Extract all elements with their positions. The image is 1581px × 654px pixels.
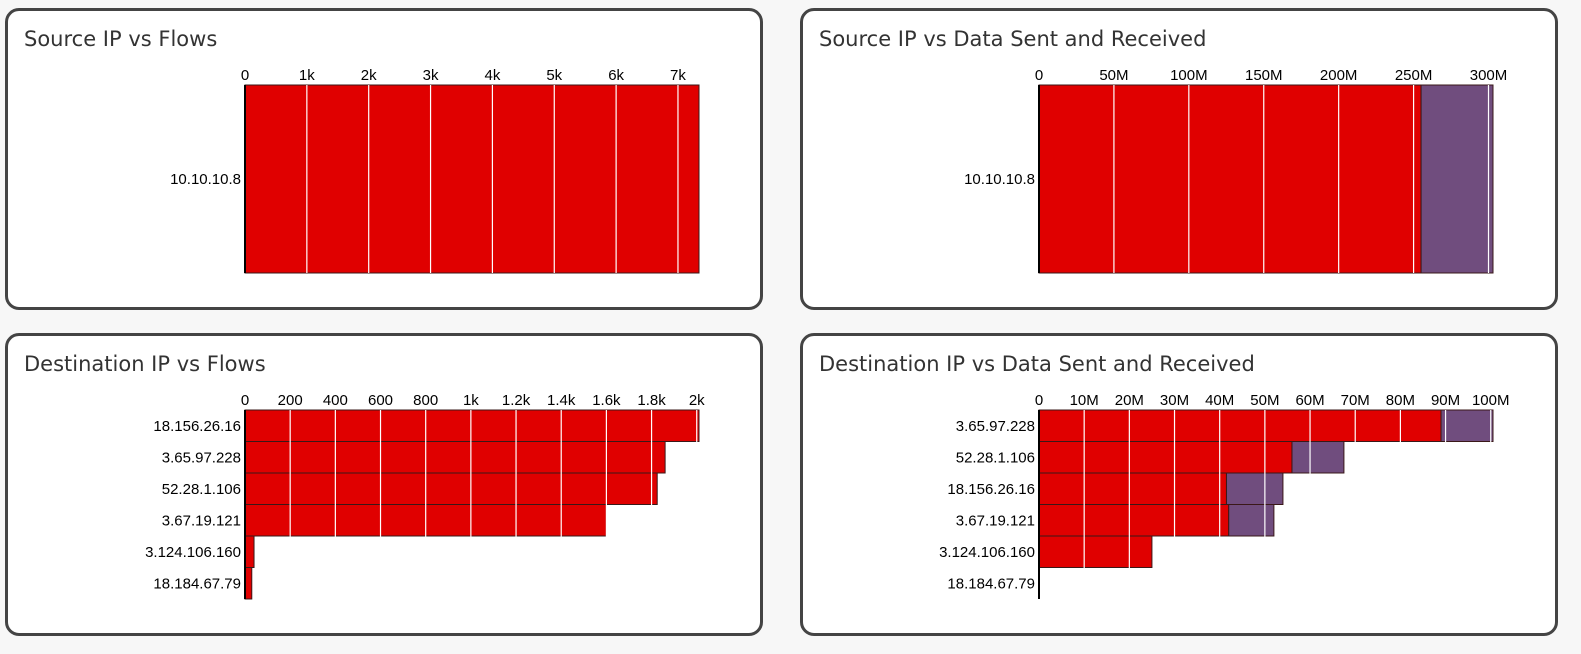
x-tick-label: 400 <box>323 392 348 409</box>
x-tick-label: 7k <box>670 67 686 84</box>
x-tick-label: 50M <box>1099 67 1128 84</box>
bar-sent <box>244 409 700 442</box>
x-tick-label: 50M <box>1250 392 1279 409</box>
x-tick-label: 0 <box>1035 392 1043 409</box>
bar-received <box>1225 472 1284 505</box>
y-category-label: 10.10.10.8 <box>964 171 1035 188</box>
x-tick-label: 90M <box>1431 392 1460 409</box>
x-tick-label: 20M <box>1115 392 1144 409</box>
x-tick-label: 0 <box>241 67 249 84</box>
y-category-label: 52.28.1.106 <box>956 449 1035 466</box>
chart-title: Destination IP vs Data Sent and Received <box>819 352 1255 376</box>
chart-panel-destination-data: Destination IP vs Data Sent and Received… <box>800 333 1558 636</box>
y-category-label: 18.184.67.79 <box>947 575 1035 592</box>
x-tick-label: 60M <box>1295 392 1324 409</box>
bar-received <box>1291 441 1345 474</box>
chart-title: Source IP vs Flows <box>24 27 218 51</box>
bar-chart-source-flows: 0 1k 2k 3k 4k 5k 6k 7k 10.10.10.8 <box>170 67 700 274</box>
x-tick-label: 1k <box>299 67 315 84</box>
x-tick-label: 600 <box>368 392 393 409</box>
chart-panel-source-data: Source IP vs Data Sent and Received 0 50M… <box>800 8 1558 310</box>
x-tick-label: 30M <box>1160 392 1189 409</box>
x-tick-label: 800 <box>413 392 438 409</box>
bar-sent <box>1038 409 1442 442</box>
x-tick-label: 10M <box>1070 392 1099 409</box>
bar-sent <box>244 535 255 568</box>
x-tick-label: 2k <box>689 392 705 409</box>
y-category-label: 10.10.10.8 <box>170 171 241 188</box>
bar-sent <box>244 472 658 505</box>
bar-sent <box>244 567 253 600</box>
bar-received <box>1228 504 1275 537</box>
y-category-label: 3.124.106.160 <box>939 544 1035 561</box>
x-tick-label: 1k <box>463 392 479 409</box>
y-category-label: 3.124.106.160 <box>145 544 241 561</box>
bar-sent <box>1038 84 1422 274</box>
bar-chart-destination-flows: 0 200 400 600 800 1k 1.2k 1.4k 1.6k 1.8k 2k 18.156.… <box>145 392 705 600</box>
bar-sent <box>1038 535 1153 568</box>
y-category-label: 52.28.1.106 <box>162 481 241 498</box>
bar-received <box>1440 409 1494 442</box>
x-tick-label: 1.8k <box>637 392 666 409</box>
y-category-label: 18.156.26.16 <box>947 481 1035 498</box>
bar-received <box>1420 84 1494 274</box>
bar-sent <box>244 441 666 474</box>
y-category-label: 18.156.26.16 <box>153 418 241 435</box>
x-tick-label: 2k <box>361 67 377 84</box>
x-tick-label: 1.6k <box>592 392 621 409</box>
x-tick-label: 1.2k <box>502 392 531 409</box>
x-tick-label: 200M <box>1320 67 1358 84</box>
bar-chart-source-data: 0 50M 100M 150M 200M 250M 300M 10.10.10.8 <box>964 67 1508 274</box>
x-tick-label: 3k <box>423 67 439 84</box>
y-category-label: 3.65.97.228 <box>956 418 1035 435</box>
y-category-label: 3.67.19.121 <box>956 512 1035 529</box>
x-tick-label: 0 <box>1035 67 1043 84</box>
x-tick-label: 5k <box>546 67 562 84</box>
bar-sent <box>244 84 700 274</box>
x-tick-label: 6k <box>608 67 624 84</box>
x-tick-label: 80M <box>1386 392 1415 409</box>
y-category-label: 3.67.19.121 <box>162 512 241 529</box>
bar-sent <box>1038 441 1293 474</box>
bar-sent <box>1038 472 1227 505</box>
chart-title: Destination IP vs Flows <box>24 352 266 376</box>
x-tick-label: 150M <box>1245 67 1283 84</box>
x-tick-label: 100M <box>1472 392 1510 409</box>
x-tick-label: 4k <box>484 67 500 84</box>
x-tick-label: 100M <box>1170 67 1208 84</box>
chart-title: Source IP vs Data Sent and Received <box>819 27 1207 51</box>
x-tick-label: 200 <box>278 392 303 409</box>
y-category-label: 18.184.67.79 <box>153 575 241 592</box>
x-tick-label: 1.4k <box>547 392 576 409</box>
x-tick-label: 0 <box>241 392 249 409</box>
bar-sent <box>1038 504 1230 537</box>
y-category-label: 3.65.97.228 <box>162 449 241 466</box>
x-tick-label: 40M <box>1205 392 1234 409</box>
bar-chart-destination-data: 0 10M 20M 30M 40M 50M 60M 70M 80M 90M 100M 3.65.97.… <box>939 392 1510 599</box>
chart-panel-source-flows: Source IP vs Flows 0 1k 2k 3k 4k 5k 6k 7k 10.10.… <box>5 8 763 310</box>
x-tick-label: 300M <box>1470 67 1508 84</box>
chart-panel-destination-flows: Destination IP vs Flows 0 200 400 600 800 1k 1… <box>5 333 763 636</box>
x-tick-label: 70M <box>1341 392 1370 409</box>
x-tick-label: 250M <box>1395 67 1433 84</box>
